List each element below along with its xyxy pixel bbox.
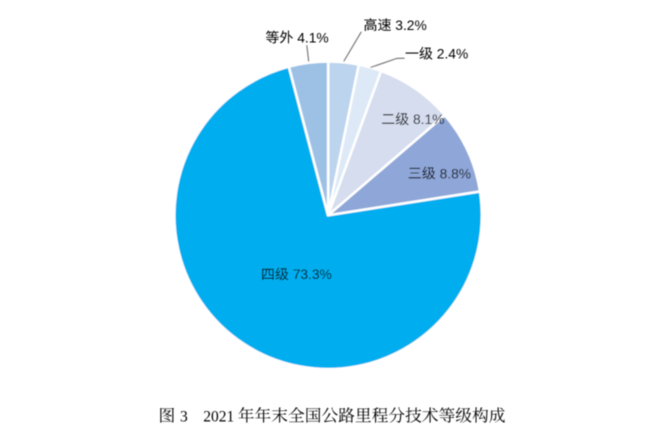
svg-text:8.8%: 8.8% bbox=[440, 166, 471, 181]
svg-text:4.1%: 4.1% bbox=[297, 30, 328, 45]
svg-text:3.2%: 3.2% bbox=[395, 18, 426, 33]
svg-text:73.3%: 73.3% bbox=[293, 267, 332, 282]
svg-text:3: 3 bbox=[180, 408, 188, 425]
svg-text:2.4%: 2.4% bbox=[437, 47, 468, 62]
svg-text:2021: 2021 bbox=[203, 408, 234, 425]
svg-text:8.1%: 8.1% bbox=[413, 112, 444, 127]
